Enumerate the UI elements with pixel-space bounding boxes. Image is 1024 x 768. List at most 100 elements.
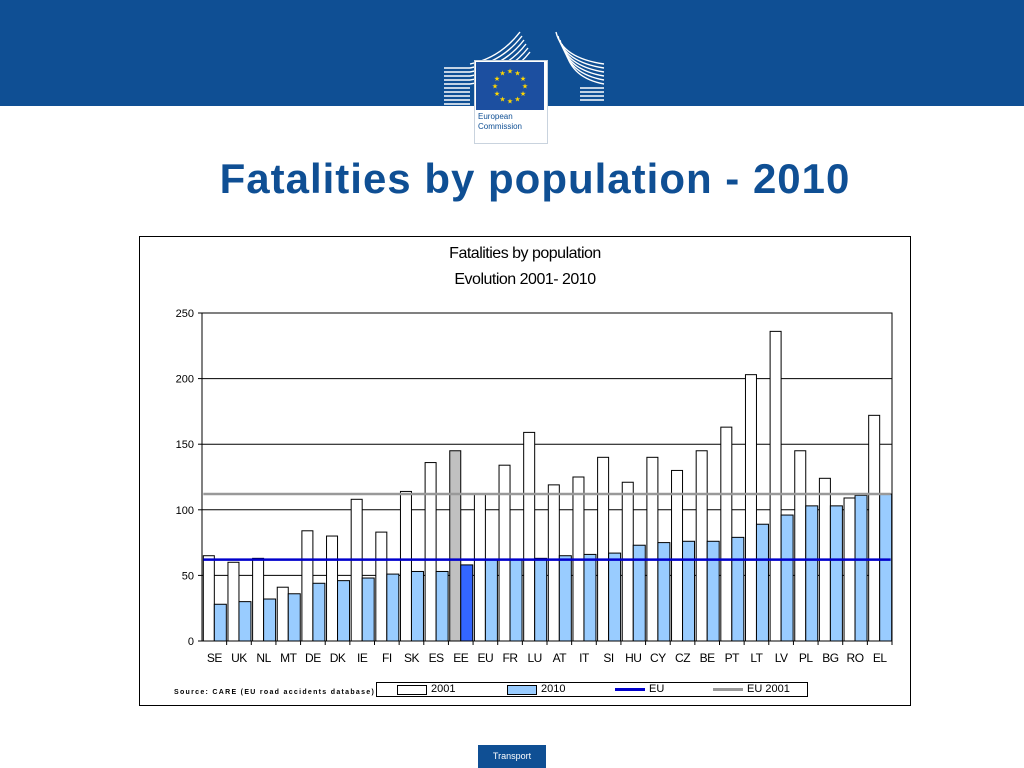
- bar-2001-cz: [671, 469, 684, 642]
- bar-2010-fr: [509, 559, 523, 642]
- flag-star: ★: [494, 90, 500, 98]
- bar-2001-at: [547, 484, 560, 642]
- flag-star: ★: [499, 95, 505, 103]
- bar-2010-eu: [484, 559, 498, 642]
- x-tick-label-se: SE: [207, 651, 223, 665]
- bar-2001-nl: [252, 557, 265, 642]
- bar-2010-ee: [460, 564, 474, 642]
- x-tick-label-mt: MT: [280, 651, 297, 665]
- x-tick-label-pl: PL: [799, 651, 814, 665]
- bar-2001-hu: [621, 481, 634, 642]
- bar-2001-es: [424, 462, 437, 642]
- y-tick-label: 50: [182, 570, 194, 582]
- legend-label-2010: 2010: [541, 683, 566, 695]
- x-tick-label-ie: IE: [357, 651, 368, 665]
- x-tick-label-si: SI: [603, 651, 614, 665]
- bar-2001-pt: [720, 426, 733, 642]
- footer-tab-transport[interactable]: Transport: [478, 745, 546, 768]
- legend-label-eu: EU: [649, 683, 665, 695]
- y-tick-label: 150: [176, 439, 194, 451]
- legend-swatch-eu: [615, 688, 645, 691]
- bar-2010-at: [558, 555, 572, 642]
- bar-2001-lt: [744, 374, 757, 642]
- legend-swatch-2001: [397, 685, 427, 695]
- bar-2010-pl: [805, 505, 819, 642]
- bar-2001-sk: [399, 490, 412, 642]
- bar-2001-el: [868, 414, 881, 642]
- x-tick-label-ro: RO: [847, 651, 864, 665]
- bar-2001-si: [597, 456, 610, 642]
- x-tick-label-es: ES: [429, 651, 445, 665]
- bar-2010-fi: [386, 573, 400, 642]
- bar-2010-lv: [780, 514, 794, 642]
- bar-2010-es: [435, 570, 449, 642]
- x-tick-label-sk: SK: [404, 651, 420, 665]
- x-tick-label-lv: LV: [775, 651, 788, 665]
- y-tick-label: 250: [176, 308, 194, 320]
- bar-2001-eu: [473, 493, 486, 642]
- bar-2010-el: [879, 493, 893, 642]
- y-tick-label: 100: [176, 505, 194, 517]
- bar-2001-mt: [276, 586, 289, 642]
- bar-2001-ee: [449, 450, 462, 642]
- bar-2001-be: [695, 450, 708, 642]
- bar-2001-fr: [498, 464, 511, 642]
- bar-2010-cz: [682, 540, 696, 642]
- logo-line2: Commission: [478, 122, 523, 131]
- bar-2010-be: [706, 540, 720, 642]
- bar-2010-sk: [410, 570, 424, 642]
- bar-2001-pl: [794, 450, 807, 642]
- bar-2010-it: [583, 553, 597, 642]
- flag-star: ★: [520, 90, 526, 98]
- flag-star: ★: [514, 70, 520, 78]
- flag-star: ★: [507, 68, 513, 76]
- flag-star: ★: [520, 75, 526, 83]
- flag-star: ★: [514, 95, 520, 103]
- x-tick-label-eu: EU: [478, 651, 494, 665]
- x-tick-label-cz: CZ: [675, 651, 690, 665]
- x-tick-label-ee: EE: [453, 651, 469, 665]
- chart-source: Source: CARE (EU road accidents database…: [174, 689, 376, 696]
- bar-2010-lt: [755, 523, 769, 642]
- x-tick-label-pt: PT: [725, 651, 741, 665]
- bar-2001-de: [301, 530, 314, 642]
- bar-2010-se: [213, 603, 227, 642]
- x-tick-label-nl: NL: [256, 651, 271, 665]
- chart-subtitle: Evolution 2001- 2010: [454, 271, 596, 288]
- legend-swatch-eu-2001: [713, 688, 743, 691]
- y-tick-label: 0: [188, 636, 194, 648]
- x-tick-label-it: IT: [579, 651, 590, 665]
- bar-2010-uk: [238, 601, 252, 642]
- bar-2001-fi: [375, 531, 388, 642]
- x-tick-label-bg: BG: [822, 651, 839, 665]
- x-tick-label-lu: LU: [528, 651, 542, 665]
- flag-star: ★: [522, 83, 528, 91]
- flag-star: ★: [507, 98, 513, 106]
- bar-2001-ie: [350, 498, 363, 642]
- legend-label-eu-2001: EU 2001: [747, 683, 790, 695]
- x-tick-label-de: DE: [305, 651, 321, 665]
- bar-2001-lv: [769, 330, 782, 642]
- bar-2001-lu: [523, 431, 536, 642]
- x-tick-label-hu: HU: [625, 651, 641, 665]
- bar-2010-nl: [263, 598, 277, 642]
- flag-star: ★: [492, 83, 498, 91]
- bar-2001-ro: [843, 497, 856, 642]
- logo-line1: European: [478, 112, 513, 121]
- bar-2010-dk: [337, 580, 351, 642]
- bar-2010-de: [312, 582, 326, 642]
- x-tick-label-at: AT: [553, 651, 568, 665]
- bar-2010-ro: [854, 494, 868, 642]
- x-tick-label-dk: DK: [330, 651, 346, 665]
- x-tick-label-fr: FR: [503, 651, 519, 665]
- chart-frame: Fatalities by population Evolution 2001-…: [139, 236, 911, 706]
- bar-2010-pt: [731, 536, 745, 642]
- bar-2001-dk: [326, 535, 339, 642]
- bar-2001-se: [202, 555, 215, 642]
- bar-2001-cy: [646, 456, 659, 642]
- legend-label-2001: 2001: [431, 683, 456, 695]
- x-tick-label-fi: FI: [382, 651, 392, 665]
- eu-flag-icon: ★ ★ ★ ★ ★ ★ ★ ★ ★ ★ ★ ★: [476, 62, 544, 110]
- x-tick-label-lt: LT: [750, 651, 763, 665]
- bar-2010-bg: [829, 505, 843, 642]
